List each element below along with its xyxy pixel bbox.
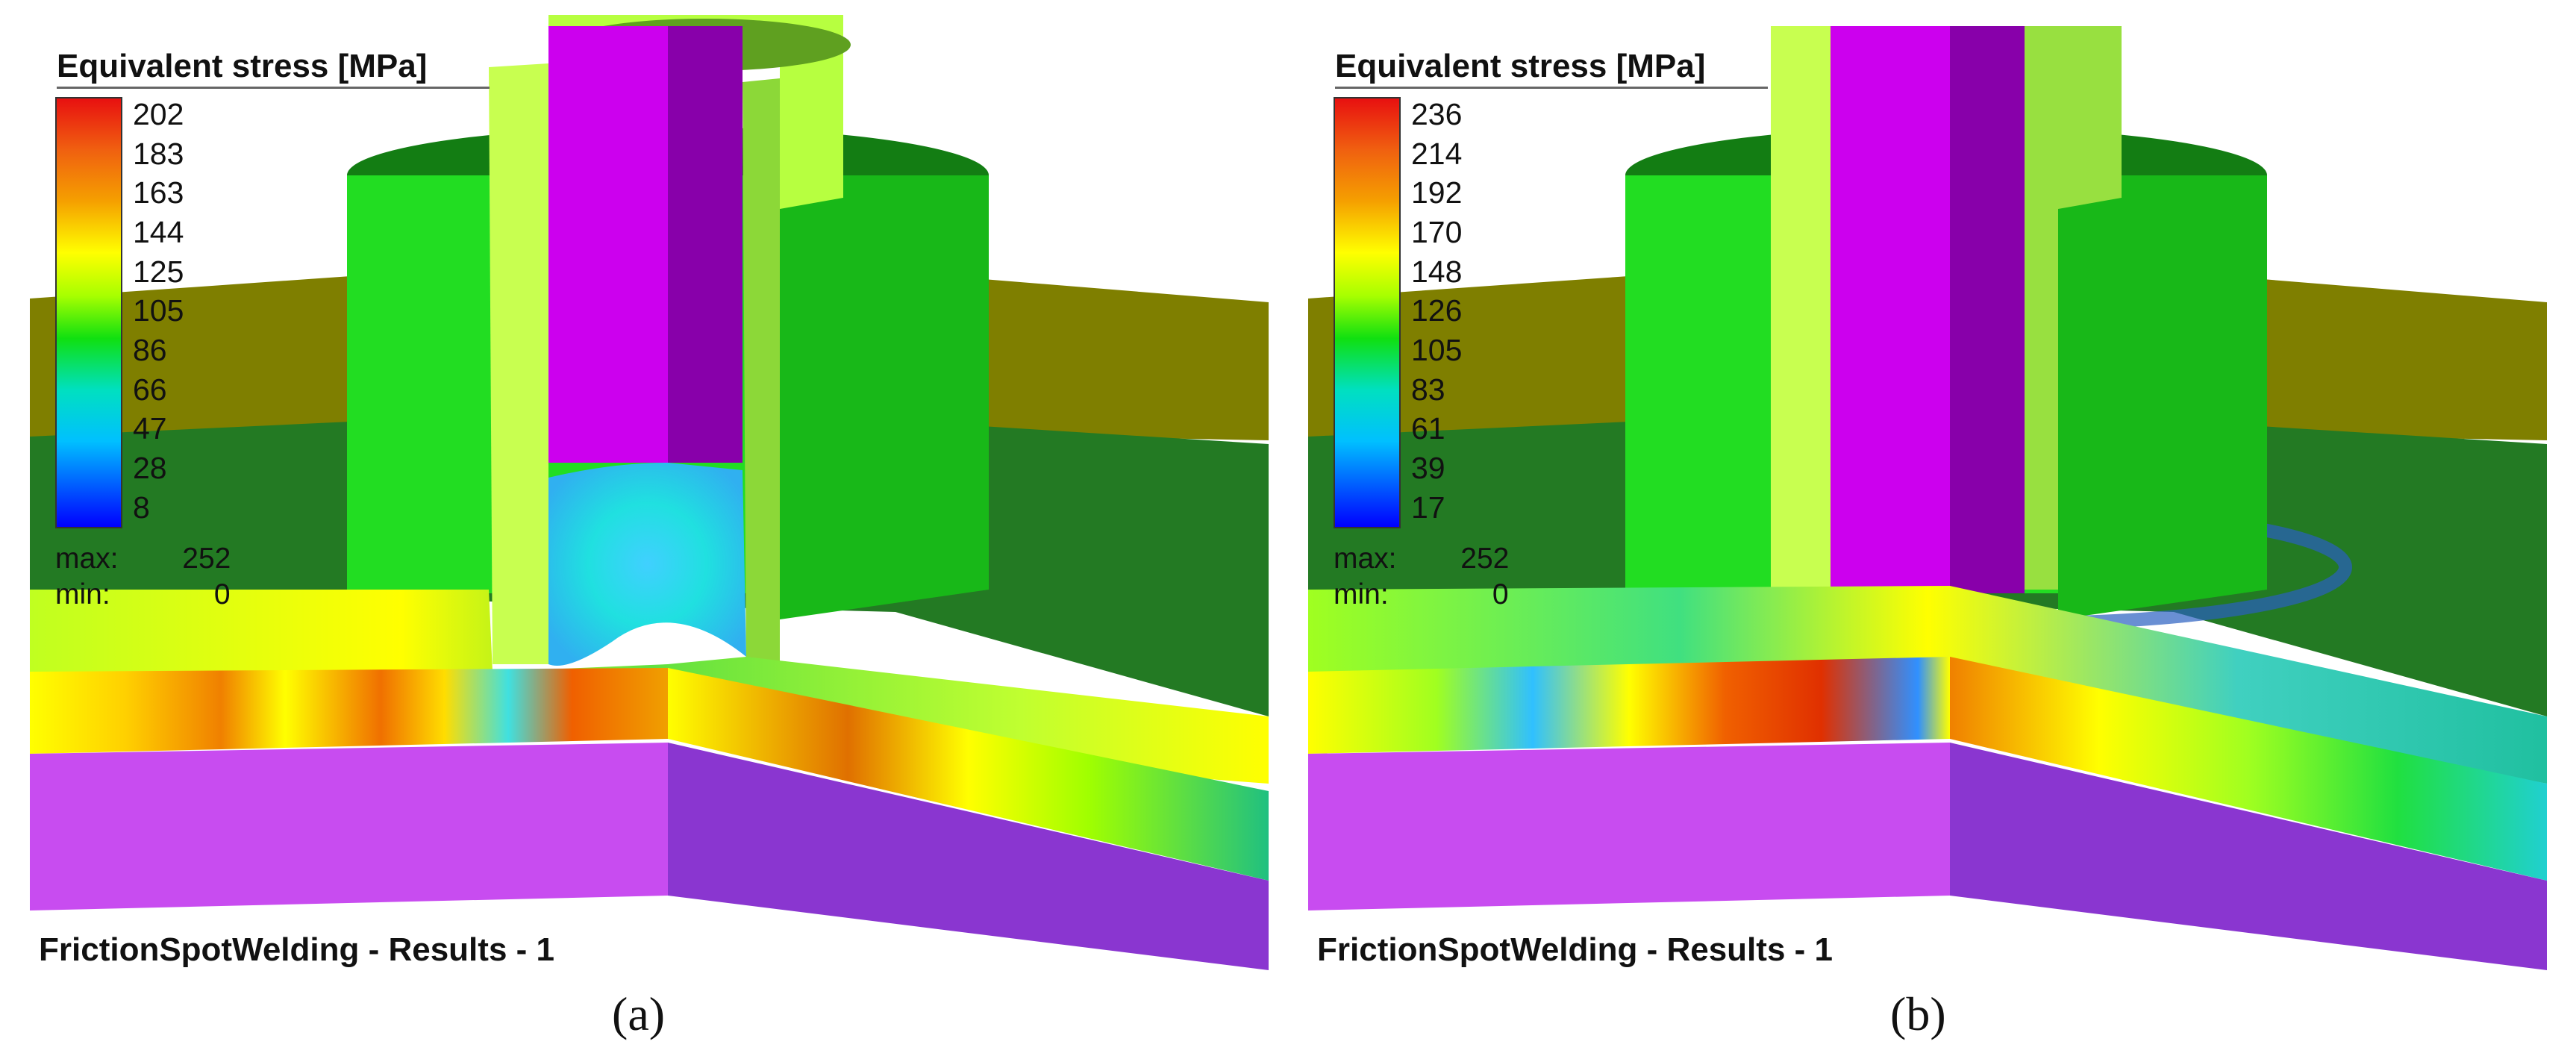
min-readout: min: 0 bbox=[55, 578, 231, 611]
bottom-plate-side bbox=[1950, 743, 2547, 970]
tick-label: 105 bbox=[133, 293, 184, 328]
tick-label: 163 bbox=[133, 175, 184, 210]
tick-label: 83 bbox=[1411, 372, 1445, 407]
simulation-view-b bbox=[1308, 26, 2547, 970]
lower-sheet-side bbox=[668, 668, 1269, 881]
results-label: FrictionSpotWelding - Results - 1 bbox=[39, 931, 554, 968]
min-value: 0 bbox=[1492, 578, 1509, 610]
pin-side bbox=[1950, 26, 2025, 593]
min-value: 0 bbox=[213, 578, 231, 610]
tick-label: 126 bbox=[1411, 293, 1463, 328]
max-label: max: bbox=[1334, 543, 1397, 575]
min-label: min: bbox=[55, 578, 110, 610]
tick-label: 28 bbox=[133, 451, 167, 485]
simulation-view-a bbox=[30, 15, 1269, 970]
max-value: 252 bbox=[1460, 543, 1510, 575]
max-value: 252 bbox=[182, 543, 231, 575]
clamp-ring-right bbox=[780, 175, 989, 619]
tick-label: 125 bbox=[133, 254, 184, 289]
clamp-ring-right bbox=[2058, 175, 2267, 619]
tick-label: 17 bbox=[1411, 490, 1445, 525]
max-readout: max: 252 bbox=[55, 543, 231, 575]
color-scale-bar bbox=[1334, 97, 1401, 528]
bottom-plate-side bbox=[668, 743, 1269, 970]
pin-side bbox=[668, 26, 743, 463]
pin-front bbox=[548, 26, 668, 463]
panel-caption: (b) bbox=[1890, 987, 1946, 1040]
tick-label: 183 bbox=[133, 137, 184, 171]
color-scale-bar bbox=[55, 97, 122, 528]
lower-sheet-side bbox=[1950, 657, 2547, 881]
sleeve-wall-left bbox=[1771, 26, 1831, 590]
tick-label: 66 bbox=[133, 372, 167, 407]
max-readout: max: 252 bbox=[1334, 543, 1509, 575]
panel-a: Equivalent stress [MPa] 202 183 163 144 … bbox=[30, 15, 1269, 1040]
min-readout: min: 0 bbox=[1334, 578, 1509, 611]
tick-label: 202 bbox=[133, 97, 184, 131]
tick-label: 170 bbox=[1411, 215, 1463, 249]
tick-label: 8 bbox=[133, 490, 150, 525]
panel-b: Equivalent stress [MPa] 236 214 192 170 … bbox=[1278, 0, 2566, 1059]
stir-zone bbox=[548, 463, 746, 666]
legend-title: Equivalent stress [MPa] bbox=[57, 48, 428, 84]
tick-label: 192 bbox=[1411, 175, 1463, 210]
tick-label: 86 bbox=[133, 333, 167, 367]
legend-rule bbox=[1335, 87, 1768, 89]
min-label: min: bbox=[1334, 578, 1389, 610]
legend-title: Equivalent stress [MPa] bbox=[1335, 48, 1706, 84]
bottom-plate-front bbox=[1308, 743, 1950, 910]
lower-sheet-front bbox=[1308, 657, 1950, 754]
tick-label: 144 bbox=[133, 215, 184, 249]
tick-label: 61 bbox=[1411, 411, 1445, 446]
sleeve-wall-right bbox=[2025, 26, 2122, 590]
bottom-plate-front bbox=[30, 743, 668, 910]
tick-label: 236 bbox=[1411, 97, 1463, 131]
panel-caption: (a) bbox=[612, 987, 666, 1040]
tick-label: 148 bbox=[1411, 254, 1463, 289]
tick-label: 214 bbox=[1411, 137, 1463, 171]
results-label: FrictionSpotWelding - Results - 1 bbox=[1317, 931, 1833, 968]
max-label: max: bbox=[55, 543, 119, 575]
upper-sheet-section bbox=[1308, 586, 2547, 784]
sleeve-wall-left bbox=[489, 63, 548, 664]
tick-label: 39 bbox=[1411, 451, 1445, 485]
sleeve-wall-right bbox=[743, 78, 780, 679]
tick-label: 105 bbox=[1411, 333, 1463, 367]
pin-front bbox=[1831, 26, 1950, 593]
lower-sheet-front bbox=[30, 668, 668, 754]
tick-label: 47 bbox=[133, 411, 167, 446]
legend-rule bbox=[57, 87, 490, 89]
